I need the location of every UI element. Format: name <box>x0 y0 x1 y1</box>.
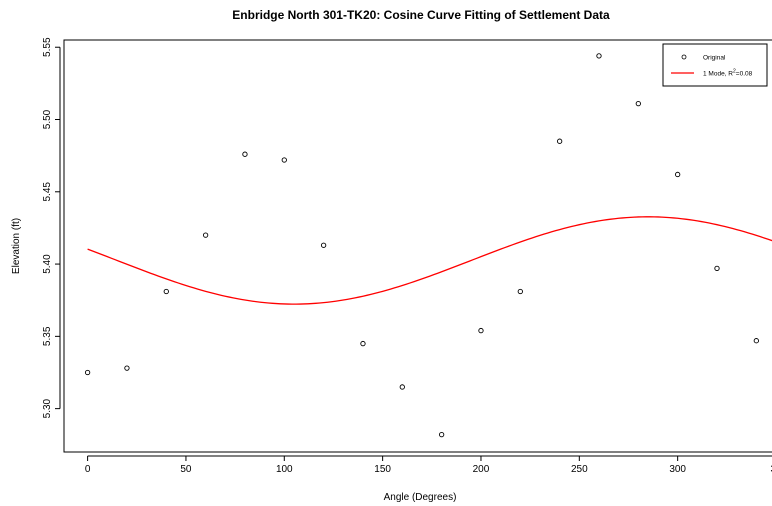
y-tick-label: 5.35 <box>42 326 53 346</box>
x-tick-label: 250 <box>571 464 588 475</box>
data-point <box>714 265 720 272</box>
data-point <box>556 138 563 144</box>
x-tick-label: 150 <box>374 464 391 475</box>
data-point <box>242 151 248 157</box>
x-tick-label: 50 <box>180 464 192 475</box>
y-tick-label: 5.45 <box>42 182 53 202</box>
x-tick-label: 200 <box>473 464 490 475</box>
chart-title: Enbridge North 301-TK20: Cosine Curve Fi… <box>232 8 610 22</box>
data-point <box>281 157 287 163</box>
legend-original-label: Original <box>703 55 726 62</box>
y-tick-label: 5.30 <box>42 398 53 418</box>
data-point <box>202 232 209 238</box>
y-tick-label: 5.50 <box>42 109 53 129</box>
legend-r2-value: =0.08 <box>736 71 753 78</box>
x-axis-label: Angle (Degrees) <box>384 492 457 503</box>
legend-original-marker <box>681 54 687 60</box>
fit-curve <box>87 216 772 305</box>
x-tick-label: 300 <box>669 464 686 475</box>
data-point <box>360 340 366 347</box>
x-tick-label: 35 <box>770 464 772 475</box>
plot-frame <box>63 39 772 453</box>
axes: 0 50 100 150 200 250 300 35 5.30 5.35 5.40 5.45 5.5… <box>42 37 772 475</box>
data-point <box>399 384 405 390</box>
data-point <box>320 242 327 248</box>
data-point <box>163 288 169 295</box>
legend-r2-superscript: 2 <box>733 69 736 75</box>
data-point <box>478 327 484 334</box>
legend: Original 1 Mode, R2=0.08 <box>662 43 768 87</box>
data-points-layer <box>84 53 759 438</box>
data-point <box>84 369 91 376</box>
x-axis: 0 50 100 150 200 250 300 35 <box>85 455 772 475</box>
data-point <box>753 338 759 344</box>
y-tick-label: 5.40 <box>42 254 53 274</box>
data-point <box>675 171 681 178</box>
data-point <box>124 365 130 371</box>
data-point <box>635 100 641 107</box>
y-axis: 5.30 5.35 5.40 5.45 5.50 5.55 <box>42 37 61 418</box>
data-point <box>517 288 523 295</box>
data-point <box>438 432 445 438</box>
y-axis-label: Elevation (ft) <box>11 218 22 274</box>
data-point <box>596 53 602 59</box>
legend-box <box>662 43 768 87</box>
x-tick-label: 100 <box>276 464 293 475</box>
legend-fit-label: 1 Mode, R2=0.08 <box>703 69 753 78</box>
fit-curve-layer <box>87 216 772 305</box>
y-tick-label: 5.55 <box>42 37 53 57</box>
x-tick-label: 0 <box>85 464 91 475</box>
